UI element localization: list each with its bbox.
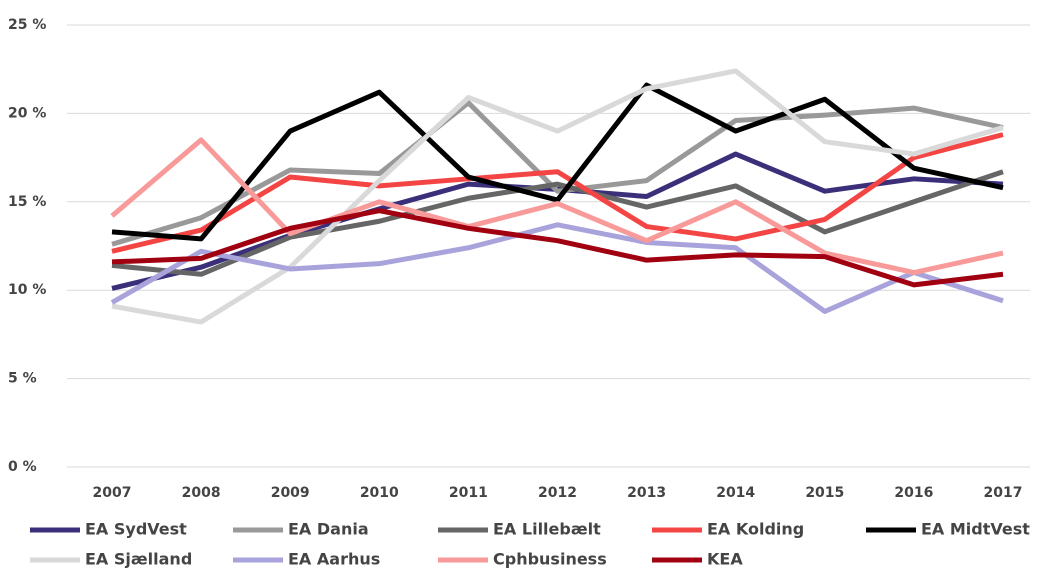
series-line — [111, 82, 1004, 242]
legend-label: EA Dania — [288, 520, 369, 539]
y-tick-label: 20 % — [8, 105, 46, 121]
x-tick-label: 2010 — [360, 485, 399, 501]
x-tick-label: 2013 — [627, 485, 666, 501]
legend-label: Cphbusiness — [493, 550, 607, 569]
y-tick-label: 0 % — [8, 459, 37, 475]
y-tick-label: 5 % — [8, 371, 37, 387]
legend-label: KEA — [707, 550, 743, 569]
legend-label: EA Sjælland — [85, 550, 192, 569]
x-tick-label: 2016 — [894, 485, 933, 501]
series-line — [111, 208, 1004, 288]
x-tick-label: 2015 — [805, 485, 844, 501]
y-tick-label: 15 % — [8, 194, 46, 210]
legend-label: EA SydVest — [85, 520, 187, 539]
series-line — [111, 100, 1004, 247]
legend-label: EA Aarhus — [288, 550, 380, 569]
x-tick-label: 2009 — [271, 485, 310, 501]
x-tick-label: 2012 — [538, 485, 577, 501]
series-line — [111, 132, 1004, 254]
x-tick-label: 2014 — [716, 485, 755, 501]
y-tick-label: 25 % — [8, 17, 46, 33]
series-line — [110, 222, 1004, 314]
series-line — [110, 137, 1004, 276]
legend-label: EA Kolding — [707, 520, 804, 539]
legend-label: EA MidtVest — [921, 520, 1030, 539]
series-line — [111, 68, 1004, 325]
x-tick-label: 2007 — [93, 485, 132, 501]
series-line — [111, 169, 1004, 277]
x-tick-label: 2011 — [449, 485, 488, 501]
y-tick-label: 10 % — [8, 282, 46, 298]
x-tick-label: 2008 — [182, 485, 221, 501]
x-tick-label: 2017 — [984, 485, 1023, 501]
legend-label: EA Lillebælt — [493, 520, 601, 539]
